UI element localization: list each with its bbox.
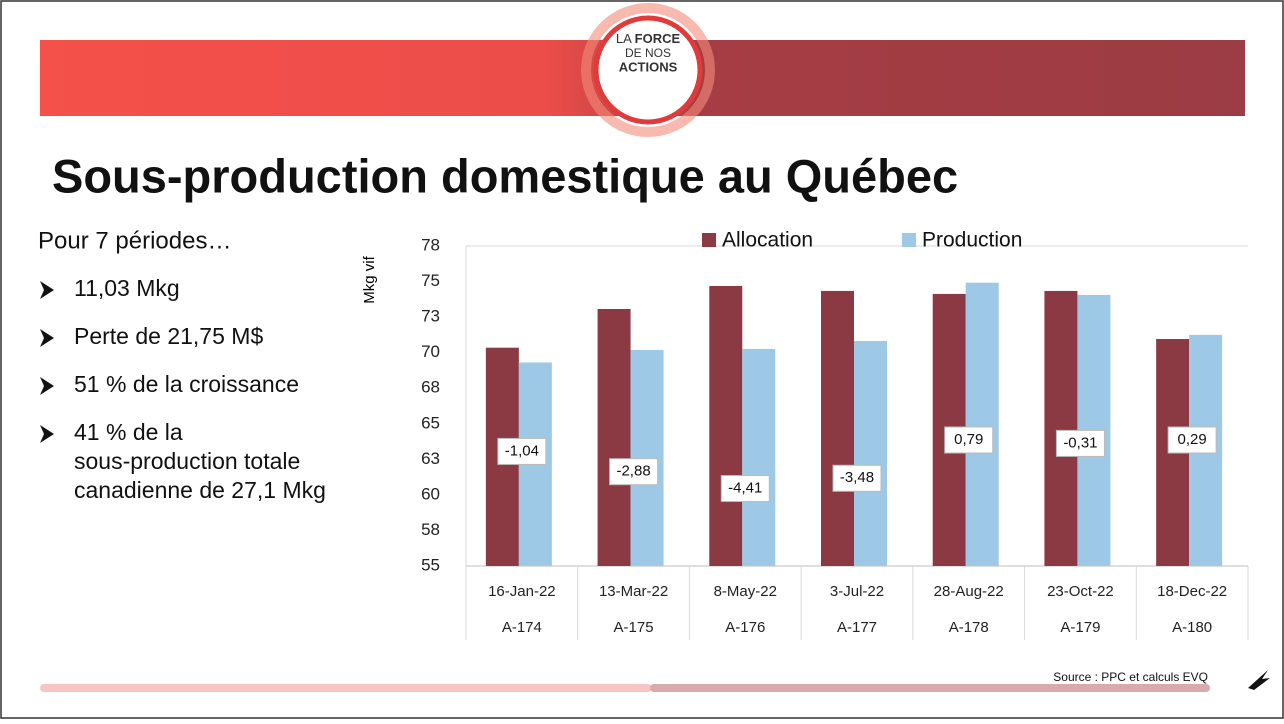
bar: [854, 341, 887, 566]
x-tick-label: 18-Dec-22: [1157, 583, 1227, 600]
bar: [597, 309, 631, 566]
x-tick-label: 16-Jan-22: [488, 583, 556, 600]
bullet: 41 % de la sous-production totale canadien…: [74, 419, 326, 503]
difference-box: [944, 426, 994, 454]
bar: [709, 285, 743, 566]
footer-bar: [650, 684, 1210, 692]
y-tick-label: 65: [421, 413, 440, 432]
difference-box: [1055, 429, 1105, 457]
difference-box: [609, 458, 659, 486]
x-tick-label: A-174: [502, 619, 542, 636]
y-tick-label: 73: [421, 307, 440, 326]
y-tick-label: 75: [421, 271, 440, 290]
difference-label: -4,41: [728, 479, 762, 496]
difference-box: [497, 437, 547, 465]
difference-label: -0,31: [1063, 434, 1097, 451]
logo-ring: [581, 3, 715, 137]
bullet-arrow: [40, 425, 54, 443]
bullet: Perte de 21,75 M$: [74, 323, 263, 349]
x-tick-label: 23-Oct-22: [1047, 583, 1114, 600]
x-tick-label: A-175: [614, 619, 654, 636]
bar: [742, 348, 776, 566]
bullet: 51 % de la croissance: [74, 371, 299, 397]
logo: [593, 15, 703, 125]
legend-label: Production: [922, 229, 1022, 252]
bar: [1044, 290, 1078, 566]
y-tick-label: 68: [421, 378, 440, 397]
x-tick-label: 28-Aug-22: [934, 583, 1004, 600]
logo-text: ACTIONS: [619, 59, 678, 74]
intro: Pour 7 périodes…: [38, 227, 231, 254]
bullet-arrow: [40, 377, 54, 395]
footer-bar: [40, 684, 652, 692]
y-tick-label: 78: [421, 235, 440, 254]
bullet-arrow: [40, 281, 54, 299]
y-tick-label: 55: [421, 555, 440, 574]
bullet: 11,03 Mkg: [74, 275, 180, 301]
bar: [821, 290, 854, 566]
difference-label: 0,29: [1178, 431, 1207, 448]
bar: [965, 282, 999, 566]
y-tick-label: 63: [421, 449, 440, 468]
icon: [1248, 670, 1270, 690]
bar: [630, 349, 664, 566]
y-tick-label: 60: [421, 484, 440, 503]
x-tick-label: A-179: [1060, 619, 1100, 636]
legend-label: Allocation: [722, 229, 813, 252]
y-tick-label: 58: [421, 520, 440, 539]
y-tick-label: 70: [421, 342, 440, 361]
logo-text: DE NOS: [625, 46, 671, 60]
x-tick-label: A-178: [949, 619, 989, 636]
source: Source : PPC et calculs EVQ: [1053, 670, 1208, 684]
chart: Mkg vif 55 58 60 63 65 68 70 73 75 78 16-Jan-22 A-17…: [361, 229, 1249, 640]
title: Sous-production domestique au Québec: [52, 149, 958, 202]
x-tick-label: A-176: [725, 619, 765, 636]
x-tick-label: A-177: [837, 619, 877, 636]
legend-swatch: [702, 233, 716, 247]
bullet-arrow: [40, 329, 54, 347]
x-tick-label: 3-Jul-22: [830, 583, 884, 600]
x-tick-label: 8-May-22: [714, 583, 777, 600]
difference-label: -2,88: [616, 463, 650, 480]
legend-swatch: [902, 233, 916, 247]
x-tick-label: 13-Mar-22: [599, 583, 668, 600]
difference-label: -1,04: [505, 442, 539, 459]
logo-text: LA FORCE: [616, 31, 681, 46]
x-tick-label: A-180: [1172, 619, 1212, 636]
y-axis-label: Mkg vif: [361, 255, 378, 303]
difference-box: [1167, 426, 1217, 454]
difference-box: [832, 464, 882, 492]
difference-label: -3,48: [840, 469, 874, 486]
bullet-list: 11,03 Mkg Perte de 21,75 M$ 51 % de la cro…: [40, 275, 326, 503]
difference-label: 0,79: [954, 431, 983, 448]
difference-box: [720, 475, 770, 503]
